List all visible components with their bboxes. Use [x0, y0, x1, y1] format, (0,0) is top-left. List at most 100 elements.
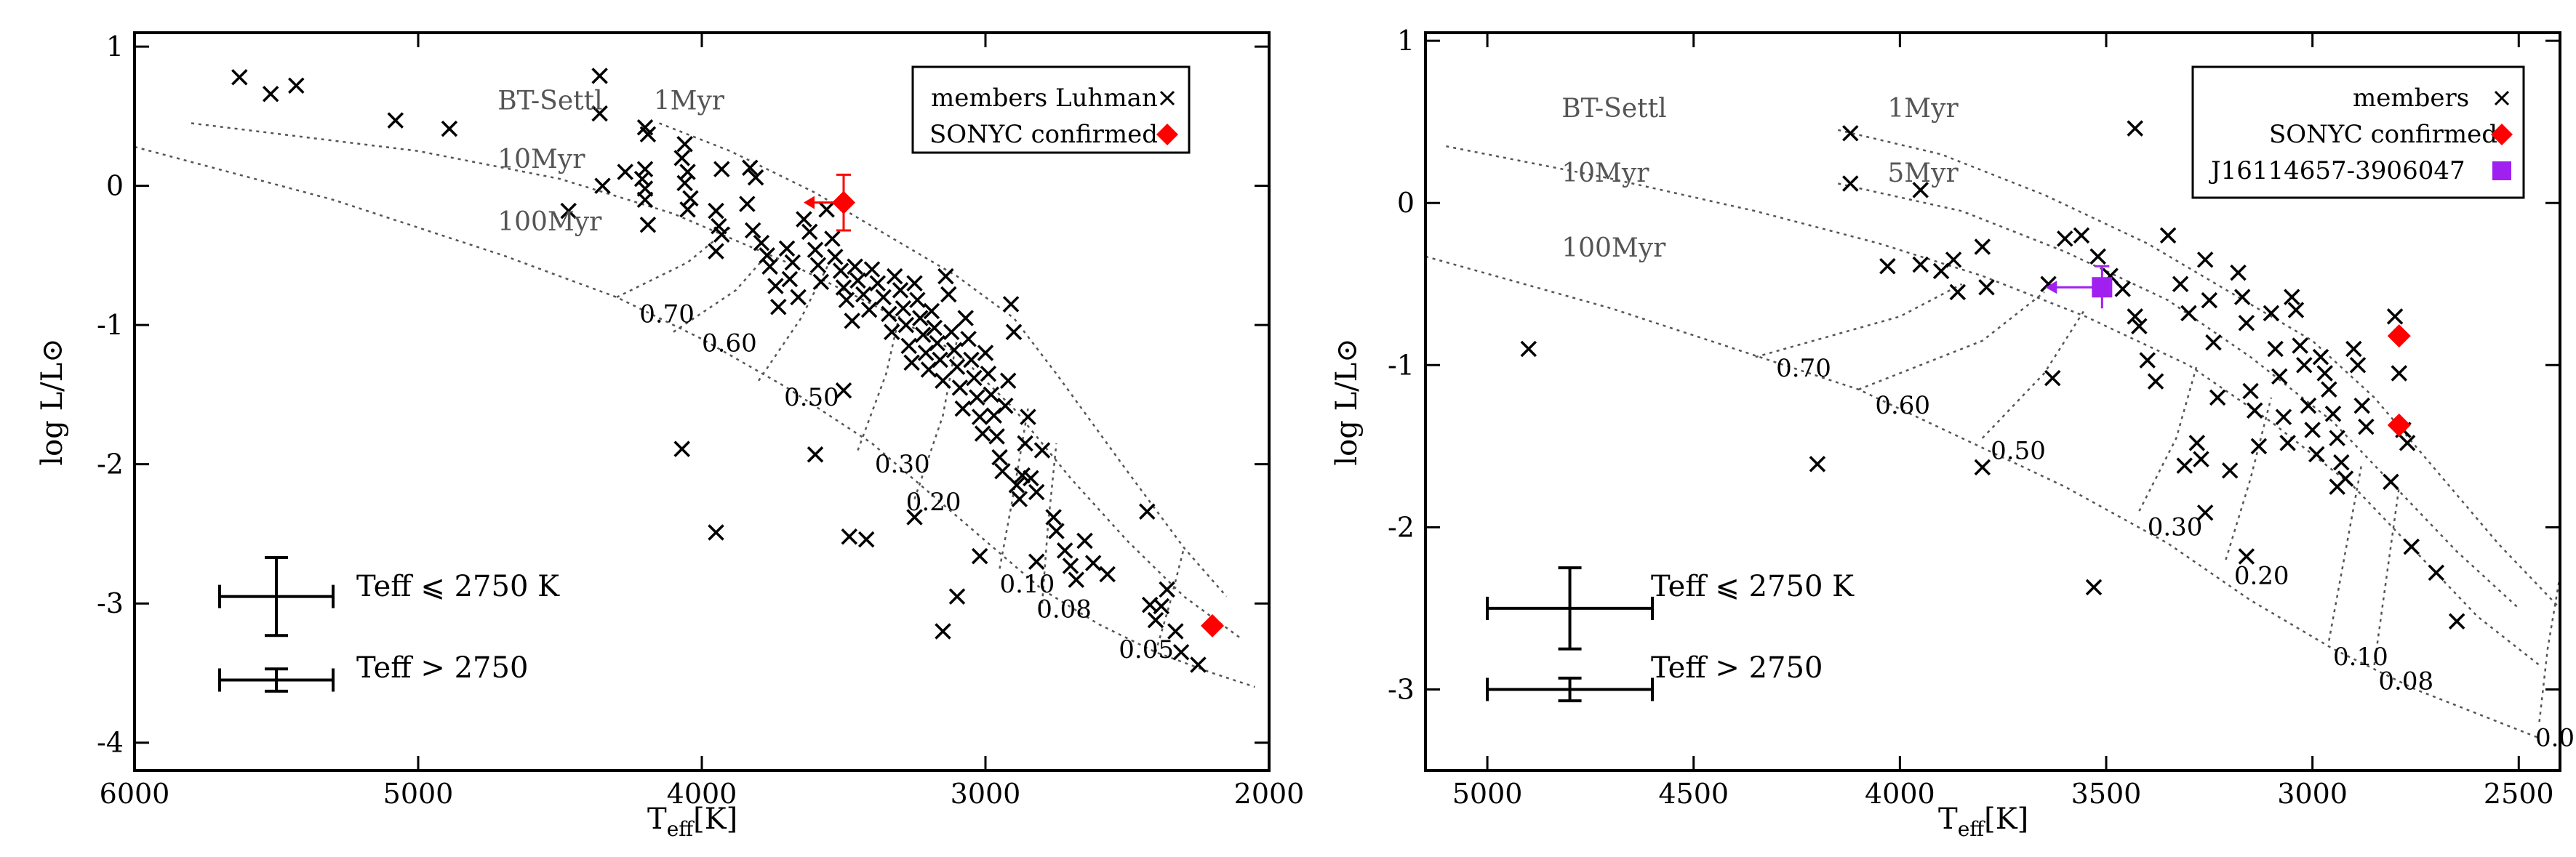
member-point	[2428, 564, 2445, 582]
x-stroke	[2176, 457, 2193, 474]
x-stroke	[2188, 435, 2206, 451]
x-stroke	[708, 243, 724, 259]
y-tick-label: -4	[97, 727, 124, 759]
member-point	[835, 279, 852, 296]
x-stroke	[708, 202, 724, 220]
x-stroke	[1068, 571, 1085, 588]
x-stroke	[682, 190, 699, 207]
x-stroke	[2279, 435, 2296, 451]
member-point	[1945, 252, 1962, 268]
x-stroke	[2349, 357, 2367, 374]
member-point	[1949, 283, 1967, 301]
x-tick-label: 2500	[2484, 778, 2554, 810]
sonyc-point	[2387, 413, 2411, 437]
member-point	[1005, 323, 1023, 340]
x-stroke	[639, 126, 657, 143]
x-stroke	[1062, 558, 1079, 574]
member-point	[2131, 318, 2148, 335]
x-stroke	[2159, 227, 2177, 244]
member-point	[231, 69, 248, 86]
mass-label: 0.20	[2234, 561, 2289, 590]
x-stroke	[262, 86, 279, 102]
data-marks	[231, 68, 1224, 673]
member-point	[980, 365, 997, 382]
x-stroke	[2494, 90, 2510, 106]
member-point	[926, 319, 943, 337]
x-stroke	[932, 351, 948, 369]
member-point	[673, 440, 690, 457]
x-stroke	[812, 273, 830, 291]
member-point	[2159, 227, 2177, 244]
member-point	[2127, 120, 2143, 137]
x-stroke	[560, 202, 577, 220]
x-stroke	[999, 372, 1017, 390]
y-tick-label: -1	[97, 309, 124, 341]
member-point	[2279, 435, 2296, 451]
member-point	[2147, 373, 2164, 390]
x-stroke	[753, 234, 770, 252]
x-stroke	[617, 164, 633, 180]
x-stroke	[1011, 491, 1028, 507]
member-point	[1190, 656, 1207, 673]
x-stroke	[2333, 454, 2350, 471]
mass-label: 0.70	[639, 299, 695, 329]
x-stroke	[2040, 275, 2057, 293]
x-stroke	[1028, 483, 1045, 501]
member-point	[560, 202, 577, 220]
member-point	[639, 217, 657, 233]
mass-label: 0.20	[906, 488, 961, 517]
x-stroke	[1520, 340, 1537, 358]
x-tick-label: 4000	[1865, 778, 1935, 810]
x-stroke	[926, 319, 943, 337]
x-stroke	[636, 191, 654, 209]
mass-track-0.30	[2138, 364, 2199, 512]
x-stroke	[1974, 459, 1991, 476]
member-point	[2205, 334, 2222, 351]
x-stroke	[988, 428, 1005, 445]
x-stroke	[2242, 382, 2259, 400]
sonyc-point	[832, 190, 855, 214]
mass-track-0.05	[1154, 547, 1185, 653]
mass-track-0.05	[2538, 576, 2561, 723]
isochrone-100Myr	[134, 145, 1255, 688]
x-stroke	[2345, 340, 2362, 358]
member-point	[2284, 289, 2300, 305]
x-stroke	[884, 323, 900, 340]
x-stroke	[881, 305, 897, 323]
member-point	[999, 372, 1017, 390]
mass-track-0.60	[673, 247, 774, 333]
x-stroke	[387, 112, 404, 129]
member-point	[2304, 422, 2321, 438]
x-stroke	[1912, 182, 1929, 198]
member-point	[784, 254, 801, 271]
x-stroke	[997, 398, 1014, 414]
sonyc-point	[1201, 613, 1224, 637]
x-stroke	[2329, 430, 2345, 446]
member-point	[2267, 340, 2284, 358]
member-point	[855, 286, 872, 303]
x-stroke	[676, 135, 693, 153]
member-point	[951, 379, 969, 396]
member-point	[2196, 504, 2214, 521]
x-stroke	[2358, 418, 2375, 435]
mass-label: 0.08	[2378, 667, 2433, 696]
member-point	[770, 299, 787, 315]
member-point	[636, 161, 654, 177]
x-stroke	[1147, 611, 1164, 629]
x-tick-label: 6000	[100, 778, 170, 810]
member-point	[1002, 296, 1020, 313]
member-point	[1912, 256, 1929, 273]
x-stroke	[1023, 470, 1039, 487]
member-point	[2345, 340, 2362, 358]
member-point	[2271, 368, 2288, 385]
member-point	[849, 272, 866, 289]
y-tick-label: 1	[1397, 25, 1415, 57]
member-point	[2073, 227, 2090, 244]
member-point	[860, 301, 878, 318]
member-point	[2403, 538, 2420, 555]
legend-label-j16114657: J16114657-3906047	[2209, 156, 2465, 185]
member-point	[966, 369, 983, 387]
x-stroke	[945, 342, 963, 358]
j16114657-point	[2092, 277, 2113, 298]
x-stroke	[1028, 553, 1045, 570]
